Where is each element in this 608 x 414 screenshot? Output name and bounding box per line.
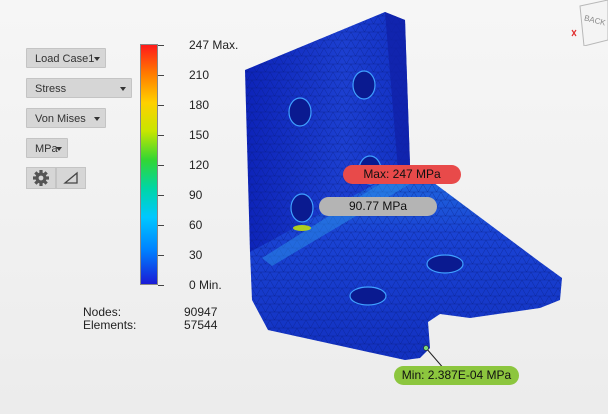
legend-tick-mark xyxy=(158,135,164,136)
chevron-down-icon xyxy=(94,57,100,61)
legend-tick-mark xyxy=(158,75,164,76)
nodes-value: 90947 xyxy=(184,305,218,319)
legend-tick-label: 60 xyxy=(189,218,203,232)
max-stress-label[interactable]: Max: 247 MPa xyxy=(343,165,461,184)
stress-component-value: Von Mises xyxy=(35,113,86,125)
stress-component-dropdown[interactable]: Von Mises xyxy=(26,108,106,128)
legend-options-button[interactable] xyxy=(56,167,86,189)
legend-tick-label: 90 xyxy=(189,188,203,202)
legend-tick-label: 150 xyxy=(189,128,210,142)
chevron-down-icon xyxy=(56,147,62,151)
chevron-down-icon xyxy=(120,87,126,91)
elements-label: Elements: xyxy=(83,318,137,332)
legend-tick-mark xyxy=(158,225,164,226)
view-cube[interactable]: BACK xyxy=(570,0,608,46)
triangle-icon xyxy=(63,171,78,184)
probe-stress-label[interactable]: 90.77 MPa xyxy=(319,197,437,216)
load-case-value: Load Case1 xyxy=(35,53,95,65)
load-case-dropdown[interactable]: Load Case1 xyxy=(26,48,106,68)
legend-tick-label: 30 xyxy=(189,248,203,262)
nodes-label: Nodes: xyxy=(83,305,122,319)
legend-tick-label: 180 xyxy=(189,98,210,112)
legend-tick-mark xyxy=(158,285,164,286)
units-value: MPa xyxy=(35,143,58,155)
legend-tick-mark xyxy=(158,195,164,196)
legend-tick-label: 120 xyxy=(189,158,210,172)
chevron-down-icon xyxy=(94,117,100,121)
result-type-value: Stress xyxy=(35,83,67,95)
settings-button[interactable] xyxy=(26,167,56,189)
legend-tick-mark xyxy=(158,165,164,166)
min-marker xyxy=(423,345,429,351)
legend-tick-mark xyxy=(158,105,164,106)
stress-color-legend xyxy=(140,44,158,285)
legend-tick-label: 210 xyxy=(189,68,210,82)
gear-icon xyxy=(33,170,49,186)
hot-spot xyxy=(293,225,311,231)
legend-tick-label: 247 Max. xyxy=(189,38,239,52)
legend-tick-label: 0 Min. xyxy=(189,278,222,292)
legend-tick-mark xyxy=(158,255,164,256)
legend-tick-mark xyxy=(158,45,164,46)
result-type-dropdown[interactable]: Stress xyxy=(26,78,132,98)
elements-value: 57544 xyxy=(184,318,218,332)
units-dropdown[interactable]: MPa xyxy=(26,138,68,158)
view-cube-shape xyxy=(571,0,608,46)
min-stress-label[interactable]: Min: 2.387E-04 MPa xyxy=(394,366,519,385)
